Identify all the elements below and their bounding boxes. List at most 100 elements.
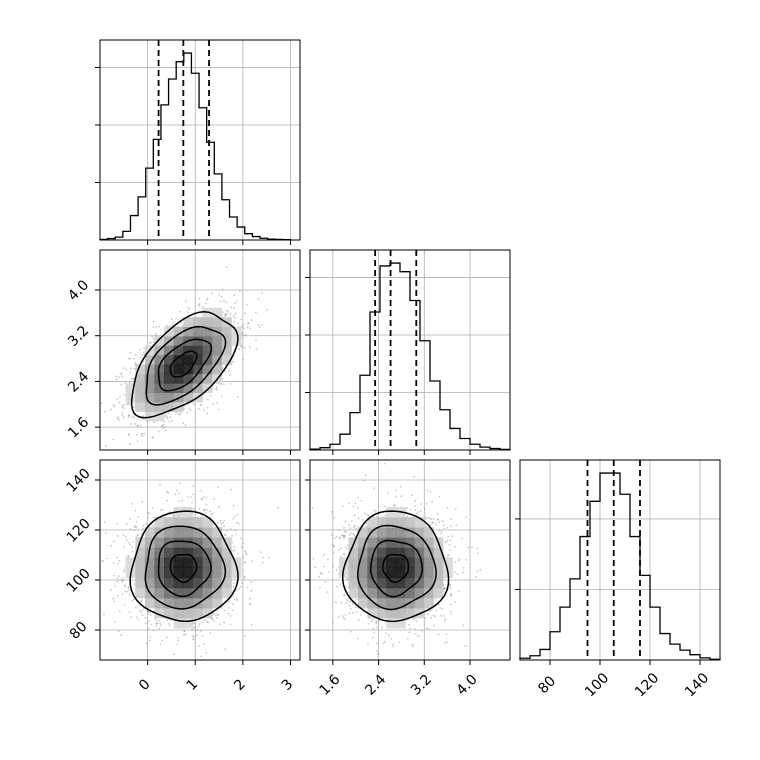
sample-point [187, 306, 190, 309]
sample-point [227, 612, 230, 615]
sample-point [162, 427, 164, 430]
sample-point [134, 509, 137, 512]
sample-point [211, 512, 214, 515]
panel-frame [99, 39, 301, 241]
density-cell [144, 547, 155, 558]
sample-point [181, 499, 184, 502]
sample-point [115, 375, 117, 378]
sample-point [449, 586, 452, 588]
sample-point [110, 408, 112, 411]
density-cell [183, 617, 194, 629]
density-cell [135, 373, 146, 384]
density-cell [164, 517, 175, 528]
density-cell [183, 547, 194, 558]
sample-point [144, 622, 147, 625]
sample-point [233, 546, 236, 548]
sample-point [88, 607, 90, 609]
sample-point [133, 598, 135, 601]
density-cell [202, 364, 213, 375]
sample-point [226, 661, 228, 663]
sample-point [125, 368, 128, 371]
sample-point [152, 326, 155, 328]
sample-point [116, 535, 119, 537]
sample-point [140, 599, 143, 602]
sample-point [200, 655, 203, 658]
sample-point [242, 556, 244, 559]
sample-point [141, 432, 144, 435]
sample-point [216, 617, 218, 619]
density-cell [154, 402, 165, 412]
density-cell [212, 587, 223, 599]
sample-point [166, 490, 168, 493]
sample-point [133, 583, 136, 585]
density-layer [88, 482, 280, 663]
density-cell [154, 517, 165, 528]
sample-point [443, 620, 446, 622]
sample-point [216, 388, 218, 391]
histogram-step [519, 472, 721, 660]
sample-point [226, 529, 229, 532]
sample-point [212, 402, 215, 405]
sample-point [150, 341, 152, 344]
sample-point [229, 374, 231, 376]
sample-point [155, 622, 158, 625]
sample-point [237, 553, 240, 555]
sample-point [135, 521, 138, 523]
sample-point [143, 353, 146, 356]
sample-point [101, 559, 104, 562]
sample-point [113, 600, 115, 603]
sample-point [233, 320, 236, 323]
sample-point [220, 522, 223, 525]
sample-point [123, 568, 126, 571]
sample-point [112, 404, 115, 406]
sample-point [225, 313, 227, 316]
sample-point [350, 630, 352, 633]
sample-point [202, 621, 204, 624]
sample-point [244, 550, 247, 553]
scatter-panel-1-2 [305, 459, 511, 665]
sample-point [343, 535, 346, 537]
sample-point [210, 292, 213, 295]
sample-point [148, 613, 150, 615]
sample-point [146, 610, 149, 612]
sample-point [210, 513, 213, 516]
sample-point [186, 496, 189, 498]
sample-point [169, 416, 171, 419]
sample-point [248, 603, 251, 605]
sample-point [114, 621, 116, 623]
density-cell [183, 567, 194, 579]
sample-point [355, 527, 357, 530]
sample-point [139, 600, 142, 603]
sample-point [216, 401, 219, 404]
density-cell [125, 392, 136, 403]
sample-point [159, 484, 161, 486]
sample-point [261, 324, 263, 326]
density-cell [164, 392, 175, 403]
sample-point [131, 416, 133, 418]
sample-point [198, 507, 201, 510]
sample-point [130, 616, 133, 619]
sample-point [165, 429, 168, 432]
sample-point [227, 310, 230, 313]
density-cell [164, 587, 175, 599]
sample-point [174, 493, 177, 496]
panel-frame [309, 249, 511, 451]
sample-point [236, 599, 239, 602]
sample-point [448, 587, 451, 590]
sample-point [152, 629, 155, 632]
sample-point [120, 372, 123, 375]
sample-point [175, 317, 177, 320]
sample-point [215, 386, 218, 388]
sample-point [142, 351, 145, 354]
density-cell [154, 364, 165, 375]
sample-point [218, 294, 221, 296]
density-cell [231, 557, 242, 568]
sample-point [116, 577, 119, 580]
density-cell [183, 383, 194, 393]
sample-point [133, 417, 136, 419]
sample-point [121, 593, 124, 596]
sample-point [124, 585, 127, 588]
sample-point [123, 584, 126, 586]
sample-point [250, 581, 253, 583]
